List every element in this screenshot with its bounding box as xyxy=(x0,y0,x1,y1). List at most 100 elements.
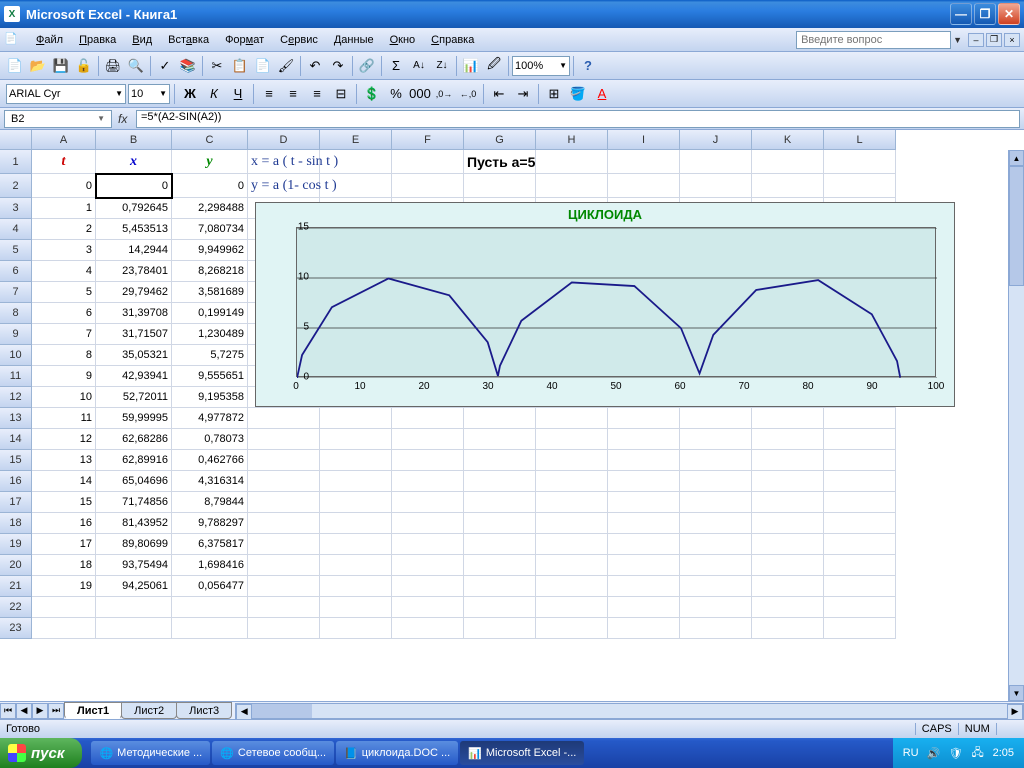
cell-E13[interactable] xyxy=(320,408,392,429)
menu-file[interactable]: Файл xyxy=(28,32,71,48)
child-restore-button[interactable]: ❐ xyxy=(986,33,1002,47)
cell-A10[interactable]: 8 xyxy=(32,345,96,366)
cell-J14[interactable] xyxy=(680,429,752,450)
cell-G2[interactable] xyxy=(464,174,536,198)
cell-L21[interactable] xyxy=(824,576,896,597)
row-header-16[interactable]: 16 xyxy=(0,471,32,492)
cell-B5[interactable]: 14,2944 xyxy=(96,240,172,261)
column-header-J[interactable]: J xyxy=(680,130,752,150)
formula-input[interactable]: =5*(A2-SIN(A2)) xyxy=(136,110,1020,128)
menu-format[interactable]: Формат xyxy=(217,32,272,48)
menu-help[interactable]: Справка xyxy=(423,32,482,48)
cell-E2[interactable] xyxy=(320,174,392,198)
cell-L14[interactable] xyxy=(824,429,896,450)
cell-I18[interactable] xyxy=(608,513,680,534)
taskbar-button-2[interactable]: 📘циклоида.DOC ... xyxy=(336,741,458,765)
cell-E21[interactable] xyxy=(320,576,392,597)
column-header-I[interactable]: I xyxy=(608,130,680,150)
cell-J16[interactable] xyxy=(680,471,752,492)
row-header-21[interactable]: 21 xyxy=(0,576,32,597)
autosum-button[interactable]: Σ xyxy=(385,55,407,77)
hscroll-thumb[interactable] xyxy=(252,704,312,718)
cell-D20[interactable] xyxy=(248,555,320,576)
cell-I23[interactable] xyxy=(608,618,680,639)
column-header-L[interactable]: L xyxy=(824,130,896,150)
research-button[interactable]: 📚 xyxy=(177,55,199,77)
cell-A8[interactable]: 6 xyxy=(32,303,96,324)
vertical-scrollbar[interactable]: ▲ ▼ xyxy=(1008,150,1024,701)
cell-B10[interactable]: 35,05321 xyxy=(96,345,172,366)
cell-A22[interactable] xyxy=(32,597,96,618)
fill-color-button[interactable]: 🪣 xyxy=(567,83,589,105)
cell-C14[interactable]: 0,78073 xyxy=(172,429,248,450)
cell-K2[interactable] xyxy=(752,174,824,198)
cell-F20[interactable] xyxy=(392,555,464,576)
cell-H18[interactable] xyxy=(536,513,608,534)
cell-C4[interactable]: 7,080734 xyxy=(172,219,248,240)
cell-J19[interactable] xyxy=(680,534,752,555)
cell-J20[interactable] xyxy=(680,555,752,576)
cell-C13[interactable]: 4,977872 xyxy=(172,408,248,429)
hscroll-right-button[interactable]: ▶ xyxy=(1007,704,1023,720)
save-button[interactable]: 💾 xyxy=(50,55,72,77)
cell-C20[interactable]: 1,698416 xyxy=(172,555,248,576)
cell-G17[interactable] xyxy=(464,492,536,513)
select-all-corner[interactable] xyxy=(0,130,32,150)
font-color-button[interactable]: A xyxy=(591,83,613,105)
name-box[interactable]: B2▼ xyxy=(4,110,112,128)
cell-A19[interactable]: 17 xyxy=(32,534,96,555)
cell-E23[interactable] xyxy=(320,618,392,639)
cell-A2[interactable]: 0 xyxy=(32,174,96,198)
cell-B2[interactable]: 0 xyxy=(96,174,172,198)
cell-B11[interactable]: 42,93941 xyxy=(96,366,172,387)
print-button[interactable]: 🖨 xyxy=(102,55,124,77)
cell-C21[interactable]: 0,056477 xyxy=(172,576,248,597)
worksheet-grid[interactable]: ABCDEFGHIJKL 123456789101112131415161718… xyxy=(0,130,1024,701)
cell-E15[interactable] xyxy=(320,450,392,471)
cell-H22[interactable] xyxy=(536,597,608,618)
cell-H2[interactable] xyxy=(536,174,608,198)
column-header-H[interactable]: H xyxy=(536,130,608,150)
cell-J2[interactable] xyxy=(680,174,752,198)
cell-E16[interactable] xyxy=(320,471,392,492)
cell-D1[interactable]: x = a ( t - sin t ) xyxy=(248,150,320,174)
tab-last-button[interactable]: ⏭ xyxy=(48,703,64,719)
row-header-6[interactable]: 6 xyxy=(0,261,32,282)
tray-shield-icon[interactable]: 🛡 xyxy=(949,746,963,760)
merge-center-button[interactable]: ⊟ xyxy=(330,83,352,105)
cell-L13[interactable] xyxy=(824,408,896,429)
cell-A23[interactable] xyxy=(32,618,96,639)
cell-A1[interactable]: t xyxy=(32,150,96,174)
sheet-tab-3[interactable]: Лист3 xyxy=(176,702,232,719)
open-button[interactable]: 📂 xyxy=(27,55,49,77)
cell-K21[interactable] xyxy=(752,576,824,597)
cell-B15[interactable]: 62,89916 xyxy=(96,450,172,471)
column-header-D[interactable]: D xyxy=(248,130,320,150)
cell-C16[interactable]: 4,316314 xyxy=(172,471,248,492)
cell-G20[interactable] xyxy=(464,555,536,576)
cell-K23[interactable] xyxy=(752,618,824,639)
italic-button[interactable]: К xyxy=(203,83,225,105)
cell-D13[interactable] xyxy=(248,408,320,429)
cell-F18[interactable] xyxy=(392,513,464,534)
cell-G14[interactable] xyxy=(464,429,536,450)
cell-C1[interactable]: y xyxy=(172,150,248,174)
borders-button[interactable]: ⊞ xyxy=(543,83,565,105)
cell-C9[interactable]: 1,230489 xyxy=(172,324,248,345)
cell-G15[interactable] xyxy=(464,450,536,471)
new-button[interactable]: 📄 xyxy=(4,55,26,77)
cell-C3[interactable]: 2,298488 xyxy=(172,198,248,219)
font-name-combo[interactable]: ARIAL Cyr▼ xyxy=(6,84,126,104)
cell-A9[interactable]: 7 xyxy=(32,324,96,345)
row-header-2[interactable]: 2 xyxy=(0,174,32,198)
format-painter-button[interactable]: 🖌 xyxy=(275,55,297,77)
cell-J13[interactable] xyxy=(680,408,752,429)
scroll-down-button[interactable]: ▼ xyxy=(1009,685,1024,701)
tab-prev-button[interactable]: ◀ xyxy=(16,703,32,719)
column-header-E[interactable]: E xyxy=(320,130,392,150)
cell-B7[interactable]: 29,79462 xyxy=(96,282,172,303)
font-size-combo[interactable]: 10▼ xyxy=(128,84,170,104)
cell-B20[interactable]: 93,75494 xyxy=(96,555,172,576)
row-header-8[interactable]: 8 xyxy=(0,303,32,324)
row-header-22[interactable]: 22 xyxy=(0,597,32,618)
